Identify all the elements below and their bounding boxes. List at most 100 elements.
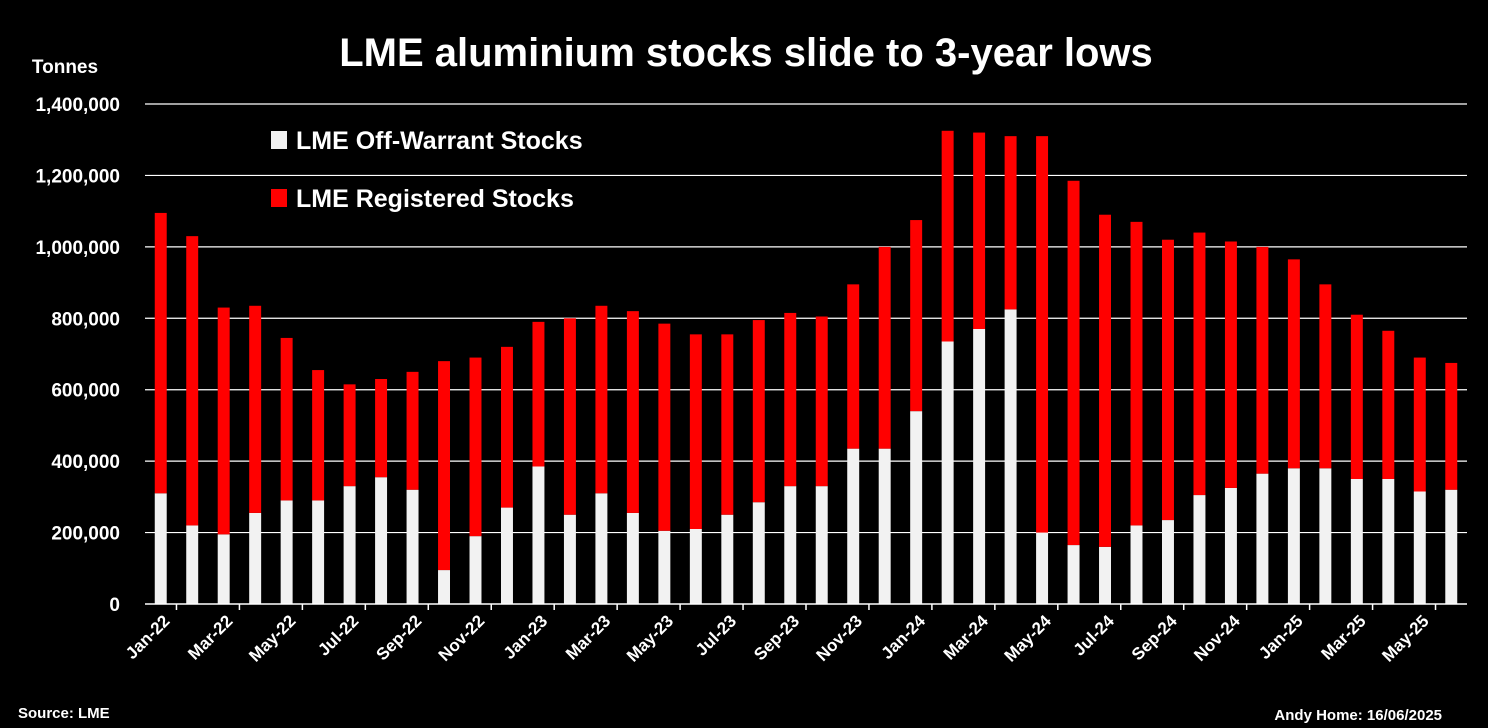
bar-off-warrant [563, 514, 576, 604]
bar-off-warrant [784, 486, 797, 604]
bar-off-warrant [438, 570, 451, 604]
bar-registered [280, 337, 293, 501]
bar-registered [343, 384, 356, 487]
bar-registered [626, 311, 639, 513]
bar-registered [752, 320, 765, 503]
bar-off-warrant [1445, 489, 1458, 604]
bar-registered [312, 370, 325, 501]
bar-off-warrant [973, 329, 986, 604]
bar-off-warrant [689, 529, 702, 604]
bar-registered [847, 284, 860, 449]
bar-registered [973, 132, 986, 329]
bar-off-warrant [752, 502, 765, 604]
bar-off-warrant [186, 525, 199, 604]
bar-off-warrant [500, 507, 513, 604]
bar-registered [563, 318, 576, 515]
bar-registered [154, 212, 167, 494]
chart-title: LME aluminium stocks slide to 3-year low… [339, 31, 1153, 75]
bar-registered [1287, 259, 1300, 469]
bar-off-warrant [154, 493, 167, 604]
bar-registered [910, 220, 923, 412]
bar-registered [1382, 330, 1395, 479]
bar-registered [249, 305, 262, 513]
bar-off-warrant [878, 448, 891, 604]
y-tick-label: 1,200,000 [35, 166, 120, 187]
bar-off-warrant [1036, 532, 1049, 604]
bar-registered [595, 305, 608, 494]
bar-off-warrant [1161, 520, 1174, 604]
bar-off-warrant [1319, 468, 1332, 604]
bar-off-warrant [217, 534, 230, 604]
bar-registered [721, 334, 734, 515]
bar-registered [217, 307, 230, 535]
bar-registered [689, 334, 702, 529]
legend-label-off-warrant: LME Off-Warrant Stocks [296, 127, 583, 155]
bar-registered [1036, 136, 1049, 533]
bar-off-warrant [343, 486, 356, 604]
bar-registered [1130, 221, 1143, 526]
bar-off-warrant [626, 512, 639, 604]
bar-registered [1445, 362, 1458, 490]
bar-registered [658, 323, 671, 531]
bar-registered [1350, 314, 1363, 479]
bar-off-warrant [406, 489, 419, 604]
bar-registered [469, 357, 482, 537]
bar-registered [1319, 284, 1332, 469]
bar-registered [532, 321, 545, 467]
bar-off-warrant [249, 512, 262, 604]
bar-registered [438, 361, 451, 571]
bar-registered [500, 346, 513, 508]
bar-off-warrant [532, 466, 545, 604]
y-axis-ticks: 0 200,000 400,000 600,000 800,000 1,000,000 1,… [35, 95, 120, 616]
y-tick-label: 400,000 [51, 452, 120, 473]
gridlines [145, 103, 1467, 534]
bar-off-warrant [375, 477, 388, 604]
bar-off-warrant [312, 500, 325, 604]
y-tick-label: 0 [109, 595, 120, 616]
bar-off-warrant [658, 530, 671, 604]
bar-off-warrant [595, 493, 608, 604]
bar-off-warrant [1350, 479, 1363, 604]
bar-registered [1413, 357, 1426, 492]
y-tick-label: 600,000 [51, 381, 120, 402]
legend-swatch-off-warrant [271, 131, 287, 149]
bar-registered [375, 379, 388, 478]
bar-registered [1256, 246, 1269, 474]
author-credit: Andy Home: 16/06/2025 [1274, 707, 1442, 724]
y-tick-label: 1,000,000 [35, 238, 120, 259]
bar-registered [1004, 136, 1017, 310]
bar-registered [186, 236, 199, 526]
bar-off-warrant [1067, 545, 1080, 604]
bar-registered [1067, 180, 1080, 546]
bar-off-warrant [1004, 309, 1017, 604]
bars [154, 130, 1458, 604]
bar-off-warrant [1382, 479, 1395, 604]
bar-registered [1224, 241, 1237, 488]
bar-off-warrant [815, 486, 828, 604]
bar-off-warrant [847, 448, 860, 604]
bar-registered [784, 312, 797, 487]
bar-off-warrant [280, 500, 293, 604]
bar-off-warrant [721, 514, 734, 604]
bar-registered [406, 371, 419, 490]
legend-swatch-registered [271, 189, 287, 207]
y-tick-label: 800,000 [51, 309, 120, 330]
bar-registered [941, 130, 954, 342]
bar-off-warrant [1099, 546, 1112, 604]
bar-registered [878, 246, 891, 449]
bar-off-warrant [1224, 487, 1237, 604]
bar-registered [815, 316, 828, 487]
y-tick-label: 1,400,000 [35, 95, 120, 116]
bar-off-warrant [1130, 525, 1143, 604]
bar-off-warrant [1287, 468, 1300, 604]
y-tick-label: 200,000 [51, 524, 120, 545]
bar-off-warrant [1413, 491, 1426, 604]
legend: LME Off-Warrant Stocks LME Registered St… [271, 127, 583, 213]
bar-off-warrant [469, 536, 482, 604]
bar-off-warrant [1193, 495, 1206, 604]
legend-label-registered: LME Registered Stocks [296, 185, 574, 213]
bar-registered [1099, 214, 1112, 547]
bar-registered [1161, 239, 1174, 521]
